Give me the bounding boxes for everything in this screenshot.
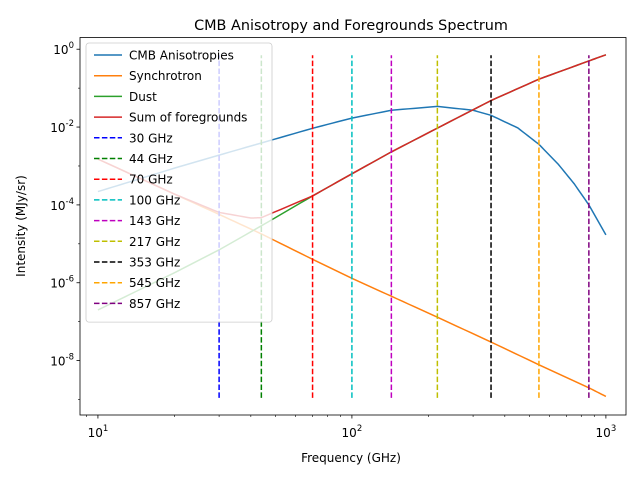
legend-label-217-ghz: 217 GHz <box>129 235 180 249</box>
x-tick-label: 101 <box>88 424 109 440</box>
legend-label-cmb-anisotropies: CMB Anisotropies <box>129 49 234 63</box>
y-tick-label: 10-4 <box>50 197 74 213</box>
axes-frame <box>79 37 627 416</box>
legend: CMB Anisotropies Synchrotron Dust Sum of fo… <box>85 42 273 323</box>
y-tick-label: 10-8 <box>50 353 74 369</box>
legend-label-70-ghz: 70 GHz <box>129 173 173 187</box>
x-tick-label: 102 <box>342 424 363 440</box>
legend-label-353-ghz: 353 GHz <box>129 256 180 270</box>
x-axis-label: Frequency (GHz) <box>301 451 401 465</box>
legend-label-857-ghz: 857 GHz <box>129 297 180 311</box>
legend-label-30-ghz: 30 GHz <box>129 131 173 145</box>
y-tick-label: 100 <box>53 41 74 57</box>
legend-label-sum-of-foregrounds: Sum of foregrounds <box>129 111 247 125</box>
legend-label-dust: Dust <box>129 90 157 104</box>
chart-title: CMB Anisotropy and Foregrounds Spectrum <box>194 18 508 34</box>
x-tick-label: 103 <box>596 424 617 440</box>
legend-label-100-ghz: 100 GHz <box>129 193 180 207</box>
legend-box <box>85 42 273 323</box>
legend-label-44-ghz: 44 GHz <box>129 152 173 166</box>
legend-label-synchrotron: Synchrotron <box>129 69 202 83</box>
y-tick-label: 10-6 <box>50 275 74 291</box>
y-axis-label: Intensity (MJy/sr) <box>14 175 28 277</box>
legend-label-143-ghz: 143 GHz <box>129 214 180 228</box>
y-tick-label: 10-2 <box>50 119 74 135</box>
legend-label-545-ghz: 545 GHz <box>129 276 180 290</box>
